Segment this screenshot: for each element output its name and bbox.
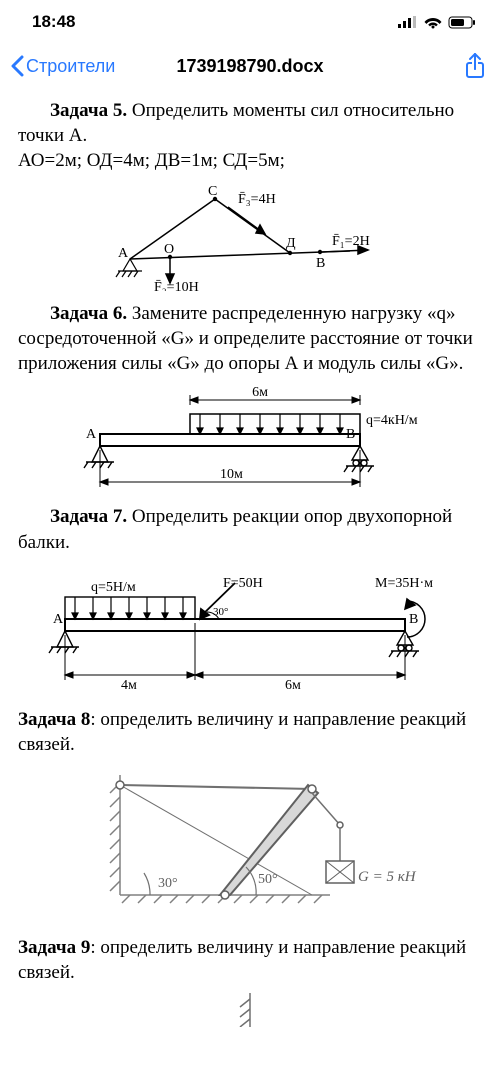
d7-B: B bbox=[409, 612, 418, 627]
d7-L4: 4м bbox=[121, 678, 137, 693]
task5-diagram: A O C Д B F̄₃=4H F̄₁=2H F̄₂=10H bbox=[18, 181, 482, 291]
task7-heading: Задача 7. Определить реакции опор двухоп… bbox=[18, 504, 482, 554]
wifi-icon bbox=[424, 16, 442, 29]
task6-diagram: A B 6м 10м q=4кH/м bbox=[18, 384, 482, 494]
chevron-left-icon bbox=[10, 55, 24, 77]
d8-a30: 30° bbox=[158, 876, 178, 891]
task8-diagram: 30° 50° G = 5 кН bbox=[18, 765, 482, 925]
nav-title: 1739198790.docx bbox=[176, 56, 323, 77]
task5-heading: Задача 5. Определить моменты сил относит… bbox=[18, 98, 482, 148]
share-button[interactable] bbox=[464, 52, 486, 80]
status-indicators bbox=[398, 16, 476, 29]
task7-diagram: A B q=5H/м F=50H 30° M=35H·м 4м 6м bbox=[18, 563, 482, 693]
d6-B: B bbox=[346, 427, 355, 442]
d7-M: M=35H·м bbox=[375, 576, 433, 591]
signal-icon bbox=[398, 16, 418, 28]
battery-icon bbox=[448, 16, 476, 29]
d5-A: A bbox=[118, 246, 129, 261]
back-button[interactable]: Строители bbox=[10, 55, 115, 77]
document-content[interactable]: Задача 5. Определить моменты сил относит… bbox=[0, 88, 500, 1027]
task5-params: АО=2м; ОД=4м; ДВ=1м; СД=5м; bbox=[18, 148, 482, 173]
d7-q: q=5H/м bbox=[91, 580, 136, 595]
d8-G: G = 5 кН bbox=[358, 869, 417, 885]
d5-D: Д bbox=[286, 236, 296, 251]
task8-title: Задача 8 bbox=[18, 709, 90, 730]
task9-title: Задача 9 bbox=[18, 937, 90, 958]
nav-bar: Строители 1739198790.docx bbox=[0, 44, 500, 88]
d8-a50: 50° bbox=[258, 872, 278, 887]
task9-diagram bbox=[18, 993, 482, 1027]
task8-heading: Задача 8: определить величину и направле… bbox=[18, 707, 482, 757]
d5-F1: F̄₁=2H bbox=[332, 234, 370, 250]
task7-title: Задача 7. bbox=[50, 506, 127, 527]
share-icon bbox=[464, 52, 486, 80]
d5-O: O bbox=[164, 242, 174, 257]
status-bar: 18:48 bbox=[0, 0, 500, 44]
d7-F: F=50H bbox=[223, 576, 263, 591]
d7-ang: 30° bbox=[213, 606, 228, 618]
task6-heading: Задача 6. Замените распределенную нагруз… bbox=[18, 301, 482, 376]
d6-L10: 10м bbox=[220, 467, 243, 482]
d5-F3: F̄₃=4H bbox=[238, 192, 276, 208]
d5-C: C bbox=[208, 184, 217, 199]
task5-title: Задача 5. bbox=[50, 100, 127, 121]
back-label: Строители bbox=[26, 56, 115, 77]
task9-heading: Задача 9: определить величину и направле… bbox=[18, 935, 482, 985]
d5-B: B bbox=[316, 256, 325, 271]
d6-q: q=4кH/м bbox=[366, 413, 418, 428]
status-time: 18:48 bbox=[32, 12, 75, 32]
d7-L6: 6м bbox=[285, 678, 301, 693]
d7-A: A bbox=[53, 612, 64, 627]
d6-A: A bbox=[86, 427, 97, 442]
task6-title: Задача 6. bbox=[50, 303, 127, 324]
d5-F2: F̄₂=10H bbox=[154, 280, 199, 292]
d6-L6: 6м bbox=[252, 385, 268, 400]
